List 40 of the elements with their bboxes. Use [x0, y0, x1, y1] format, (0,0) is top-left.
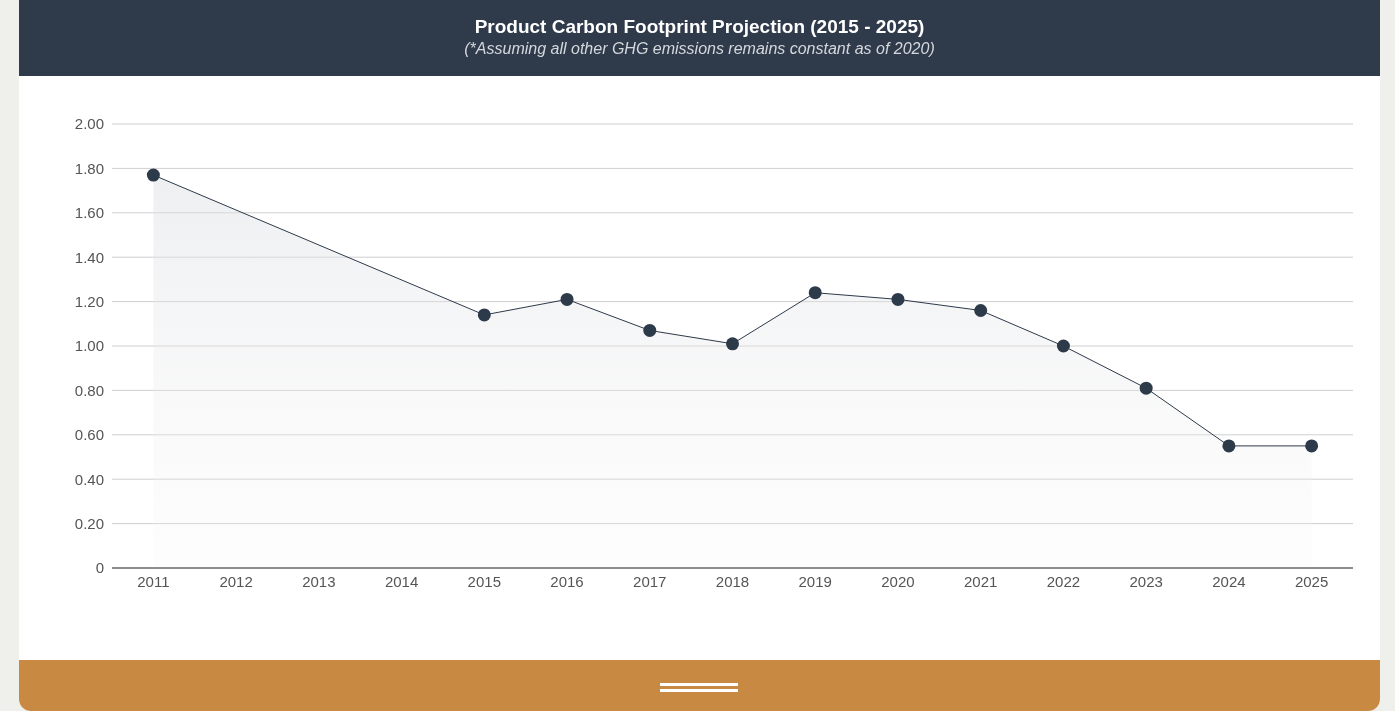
point: [146, 168, 160, 182]
point: [891, 292, 905, 306]
y-tick-label: 2.00: [74, 115, 104, 133]
y-tick-label: 1.00: [74, 337, 104, 355]
x-tick-label: 2025: [1294, 572, 1329, 590]
point: [1305, 439, 1319, 453]
y-tick-label: 0.40: [74, 470, 104, 488]
chart-title: Product Carbon Footprint Projection (2015 - 2025): [473, 16, 926, 38]
x-tick-label: 2019: [798, 572, 832, 590]
x-tick-label: 2022: [1046, 572, 1081, 590]
x-tick-label: 2013: [302, 572, 336, 590]
x-tick-label: 2023: [1129, 572, 1163, 590]
y-tick-label: 0.80: [74, 381, 104, 399]
point: [477, 308, 491, 322]
point: [1056, 339, 1070, 353]
point: [726, 337, 739, 351]
x-tick-label: 2020: [881, 572, 915, 590]
y-tick-label: 0.60: [74, 426, 104, 444]
y-tick-label: 0: [95, 559, 104, 577]
x-tick-label: 2017: [633, 572, 667, 590]
y-tick-label: 1.80: [74, 159, 104, 177]
x-tick-label: 2021: [964, 572, 998, 590]
x-tick-label: 2015: [467, 572, 501, 590]
point: [560, 292, 574, 306]
point: [1222, 439, 1236, 453]
x-tick-label: 2012: [219, 572, 253, 590]
x-tick-label: 2024: [1212, 572, 1246, 590]
x-tick-label: 2011: [137, 572, 170, 590]
x-tick-label: 2016: [550, 572, 584, 590]
y-tick-label: 1.20: [74, 292, 104, 310]
y-tick-label: 0.20: [74, 514, 104, 532]
point: [974, 303, 988, 317]
point: [808, 286, 822, 300]
point: [643, 323, 657, 337]
x-tick-label: 2018: [715, 572, 750, 590]
x-tick-label: 2014: [384, 572, 419, 590]
y-tick-label: 1.60: [74, 204, 104, 222]
y-tick-label: 1.40: [74, 248, 104, 266]
point: [1139, 381, 1153, 395]
chart-subtitle: (*Assuming all other GHG emissions remains constant as of 2020): [463, 40, 936, 58]
